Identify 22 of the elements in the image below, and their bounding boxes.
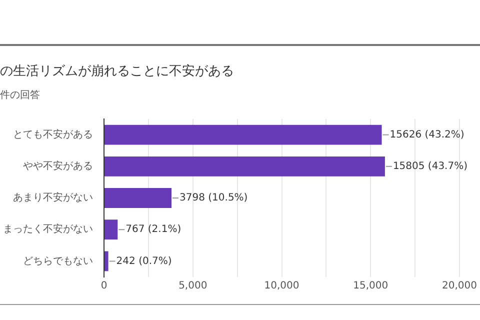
x-tick-label: 15,000 xyxy=(353,280,388,292)
bar xyxy=(104,220,118,240)
data-label: 15805 (43.7%) xyxy=(392,160,468,172)
bar xyxy=(104,124,382,145)
y-tick-label: どちらでもない xyxy=(23,256,93,267)
text: 件の回答 xyxy=(0,89,40,102)
data-label: 767 (2.1%) xyxy=(126,224,182,236)
y-tick-label: まったく不安がない xyxy=(3,223,93,236)
chart-title: の生活リズムが崩れることに不安がある xyxy=(0,63,234,80)
data-label: 15626 (43.2%) xyxy=(390,129,464,140)
y-tick-label: やや不安がある xyxy=(23,160,93,172)
x-tick-label: 20,000 xyxy=(442,280,478,292)
bar xyxy=(104,156,385,176)
bar xyxy=(104,188,172,208)
x-tick-label: 0 xyxy=(100,280,108,292)
y-tick-label: あまり不安がない xyxy=(13,192,93,204)
y-tick-label: とても不安がある xyxy=(13,128,93,140)
data-label: 242 (0.7%) xyxy=(116,256,172,267)
data-label: 3798 (10.5%) xyxy=(180,192,248,204)
bar xyxy=(104,251,108,272)
x-tick-label: 5,000 xyxy=(178,280,208,292)
x-tick-label: 10,000 xyxy=(264,280,300,292)
